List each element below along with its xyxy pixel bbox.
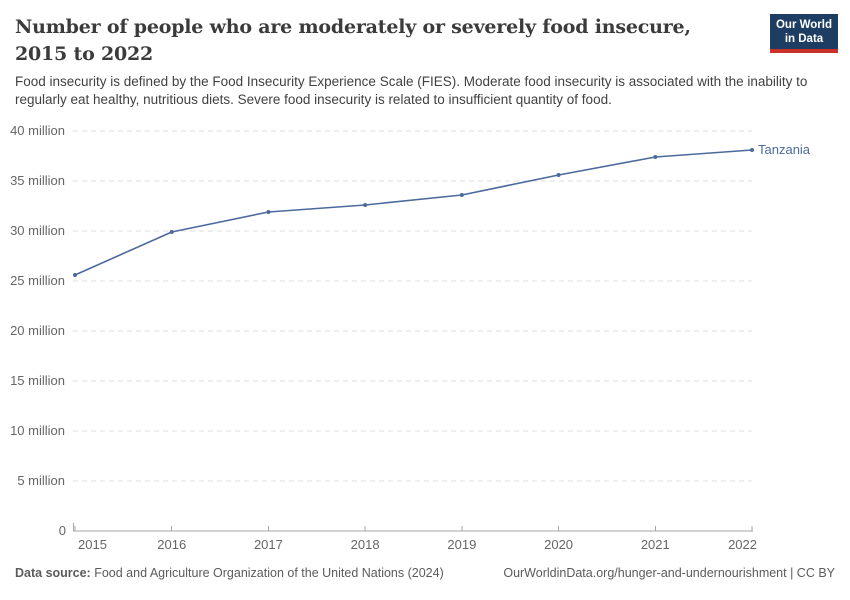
y-axis-tick-label: 15 million	[10, 373, 65, 388]
data-point-2022[interactable]	[750, 148, 754, 152]
page-title: Number of people who are moderately or s…	[15, 14, 755, 68]
y-axis-tick-label: 5 million	[17, 473, 65, 488]
x-axis-tick-label: 2017	[254, 537, 283, 552]
y-axis-tick-label: 25 million	[10, 273, 65, 288]
chart-subtitle: Food insecurity is defined by the Food I…	[15, 74, 808, 107]
data-point-2017[interactable]	[266, 210, 271, 214]
y-axis-tick-label: 20 million	[10, 323, 65, 338]
owid-logo-text-line2: in Data	[784, 33, 824, 45]
owid-url-link[interactable]: OurWorldinData.org/hunger-and-undernouri…	[503, 566, 835, 580]
x-axis-tick-label: 2022	[728, 537, 757, 552]
x-axis-tick-label: 2015	[78, 537, 107, 552]
x-axis-tick-label: 2016	[157, 537, 186, 552]
x-axis-tick-label: 2019	[447, 537, 476, 552]
data-source-text: Food and Agriculture Organization of the…	[94, 566, 444, 580]
chart-footer: Data source: Food and Agriculture Organi…	[15, 566, 835, 580]
y-axis-zero-label: 0	[59, 523, 66, 538]
owid-logo-box: Our World in Data	[770, 14, 838, 49]
y-axis-tick-label: 40 million	[10, 123, 65, 138]
data-point-2016[interactable]	[169, 230, 174, 234]
data-point-2020[interactable]	[556, 173, 561, 177]
data-point-2019[interactable]	[459, 193, 464, 197]
data-source-note: Data source: Food and Agriculture Organi…	[15, 566, 444, 580]
x-axis-tick-label: 2021	[641, 537, 670, 552]
page-title-line1: Number of people who are moderately or s…	[15, 16, 691, 38]
owid-logo-text-line1: Our World	[775, 19, 832, 31]
data-source-label: Data source:	[15, 566, 91, 580]
data-point-2018[interactable]	[363, 203, 368, 207]
x-axis-tick-label: 2020	[544, 537, 573, 552]
y-axis-tick-label: 30 million	[10, 223, 65, 238]
x-axis-tick-label: 2018	[351, 537, 380, 552]
data-point-2015[interactable]	[73, 273, 77, 277]
page-title-line2: 2015 to 2022	[15, 43, 154, 65]
y-axis-tick-label: 10 million	[10, 423, 65, 438]
data-point-2021[interactable]	[653, 155, 658, 159]
series-end-label: Tanzania	[758, 142, 811, 157]
owid-logo[interactable]: Our World in Data	[770, 14, 838, 53]
y-axis-tick-label: 35 million	[10, 173, 65, 188]
owid-logo-red-bar	[770, 49, 838, 53]
series-line-tanzania[interactable]	[74, 149, 753, 276]
